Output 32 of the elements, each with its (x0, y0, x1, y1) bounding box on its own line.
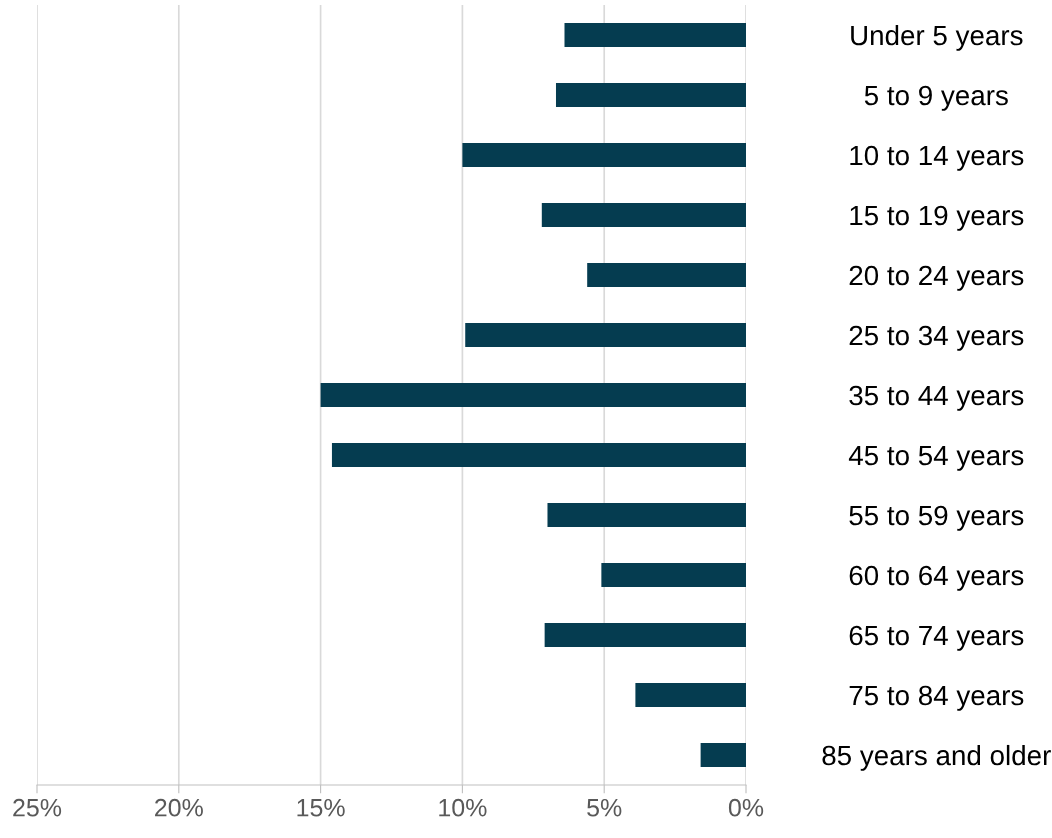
bar (544, 623, 746, 647)
bar (555, 83, 746, 107)
x-tick-label: 0% (728, 798, 764, 817)
x-tick-label: 10% (439, 798, 487, 817)
x-tick-label: 5% (587, 798, 622, 817)
bar (601, 563, 746, 587)
y-tick-label: 55 to 59 years (849, 505, 1024, 531)
y-tick-label: 65 to 74 years (849, 625, 1024, 651)
bar (547, 503, 746, 527)
y-tick-label: 25 to 34 years (849, 325, 1024, 351)
x-tick-label: 20% (155, 798, 203, 817)
y-tick-label: 75 to 84 years (849, 685, 1024, 711)
bar (700, 743, 746, 767)
y-tick-label: Under 5 years (851, 24, 1023, 51)
bar (564, 23, 746, 47)
bar (320, 383, 746, 407)
y-tick-label: 20 to 24 years (849, 265, 1024, 291)
y-tick-label: 35 to 44 years (849, 385, 1024, 411)
bar (635, 683, 746, 707)
x-tick-label: 15% (297, 798, 345, 817)
y-tick-label: 10 to 14 years (850, 145, 1024, 171)
bar (462, 143, 746, 167)
y-tick-label: 45 to 54 years (848, 445, 1024, 471)
bar (331, 443, 746, 467)
y-tick-label: 5 to 9 years (864, 85, 1008, 111)
bar (465, 323, 746, 347)
x-tick-label: 25% (13, 798, 62, 817)
y-tick-label: 60 to 64 years (849, 565, 1024, 591)
y-tick-label: 85 years and older (822, 744, 1051, 771)
y-tick-label: 15 to 19 years (850, 205, 1024, 231)
bar (587, 263, 746, 287)
bar (541, 203, 746, 227)
